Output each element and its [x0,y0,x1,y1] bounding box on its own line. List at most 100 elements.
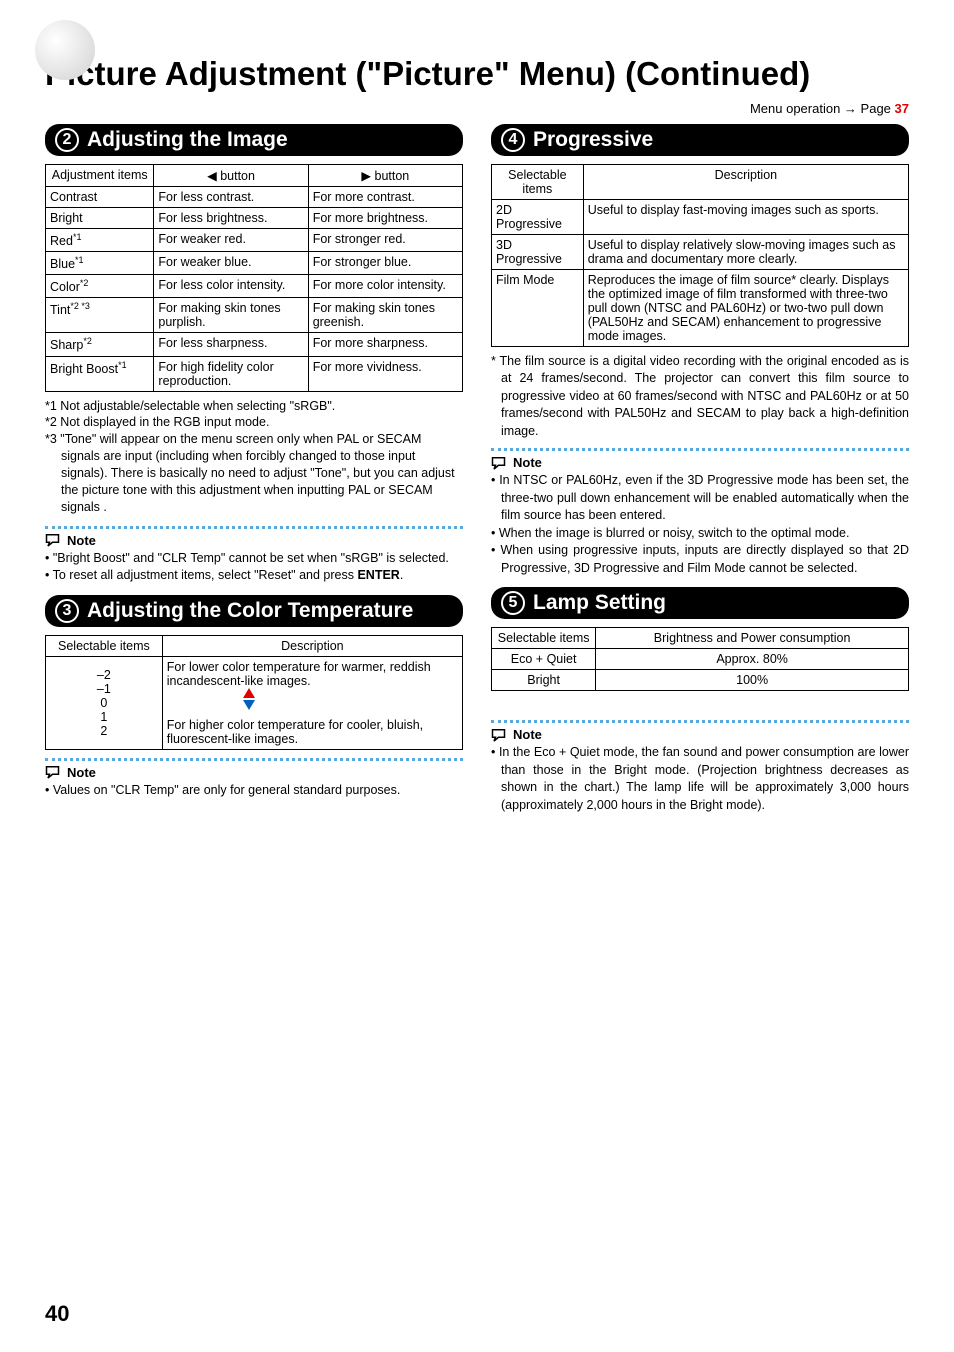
cell: For less color intensity. [154,275,308,298]
col-header: Selectable items [492,628,596,649]
cell: For weaker blue. [154,252,308,275]
cell: 2D Progressive [492,199,584,234]
section-2-notes: "Bright Boost" and "CLR Temp" cannot be … [45,550,463,585]
note-label: Note [67,533,96,548]
section-5-notes: In the Eco + Quiet mode, the fan sound a… [491,744,909,814]
note-label: Note [513,455,542,470]
col-header: Selectable items [492,164,584,199]
page-ref-number: 37 [895,101,909,116]
cell: 100% [596,670,909,691]
menu-op-prefix: Menu operation [750,101,844,116]
col-header: Description [162,635,462,656]
cell: For stronger red. [308,228,462,251]
cell: For making skin tones purplish. [154,298,308,333]
note-icon [45,765,63,779]
section-5-title: Lamp Setting [533,591,666,615]
col-header: ▶ button [308,164,462,186]
note-icon [491,456,509,470]
cell: Eco + Quiet [492,649,596,670]
cell: For weaker red. [154,228,308,251]
cell: For more vividness. [308,356,462,391]
section-number-icon: 4 [501,128,525,152]
note-icon [45,533,63,547]
col-header: Brightness and Power consumption [596,628,909,649]
section-4-title: Progressive [533,128,653,152]
note-item: When using progressive inputs, inputs ar… [491,542,909,577]
section-number-icon: 5 [501,591,525,615]
col-header: ◀ button [154,164,308,186]
col-header: Adjustment items [46,164,154,186]
corner-decoration [35,20,95,80]
cell: For less contrast. [154,186,308,207]
section-2-footnotes: *1 Not adjustable/selectable when select… [45,398,463,516]
section-2-title: Adjusting the Image [87,128,288,152]
cell: Reproduces the image of film source* cle… [583,269,908,346]
note-item: Values on "CLR Temp" are only for genera… [45,782,463,800]
col-header: Selectable items [46,635,163,656]
dotted-separator [45,526,463,529]
dotted-separator [491,720,909,723]
section-number-icon: 3 [55,599,79,623]
temp-values-cell: –2 –1 0 1 2 [46,656,163,749]
cell: For more sharpness. [308,333,462,356]
section-3-header: 3 Adjusting the Color Temperature [45,595,463,627]
adjusting-image-table: Adjustment items ◀ button ▶ button Contr… [45,164,463,392]
cell: For stronger blue. [308,252,462,275]
footnote: *1 Not adjustable/selectable when select… [45,398,463,415]
page-title: Picture Adjustment ("Picture" Menu) (Con… [45,55,909,93]
menu-operation-ref: Menu operation → Page 37 [45,101,909,116]
color-temp-table: Selectable items Description –2 –1 0 1 2… [45,635,463,750]
film-source-footnote: The film source is a digital video recor… [491,353,909,441]
temp-desc-cell: For lower color temperature for warmer, … [162,656,462,749]
cell: Approx. 80% [596,649,909,670]
arrow-right-icon: → [844,101,861,116]
page-number: 40 [45,1301,69,1327]
note-label: Note [513,727,542,742]
lamp-setting-table: Selectable items Brightness and Power co… [491,627,909,691]
cell: Color*2 [46,275,154,298]
triangle-down-icon [243,700,255,710]
cell: Red*1 [46,228,154,251]
cell: Tint*2 *3 [46,298,154,333]
cell: Bright [492,670,596,691]
note-item: In NTSC or PAL60Hz, even if the 3D Progr… [491,472,909,525]
section-3-title: Adjusting the Color Temperature [87,599,413,623]
note-heading: Note [45,765,463,780]
note-heading: Note [45,533,463,548]
note-item: In the Eco + Quiet mode, the fan sound a… [491,744,909,814]
right-column: 4 Progressive Selectable items Descripti… [491,124,909,825]
left-column: 2 Adjusting the Image Adjustment items ◀… [45,124,463,825]
section-3-notes: Values on "CLR Temp" are only for genera… [45,782,463,800]
page-label: Page [861,101,895,116]
cell: Contrast [46,186,154,207]
footnote: *2 Not displayed in the RGB input mode. [45,414,463,431]
temp-desc-bottom: For higher color temperature for cooler,… [167,718,458,746]
cell: Blue*1 [46,252,154,275]
temp-desc-top: For lower color temperature for warmer, … [167,660,458,688]
cell: For high fidelity color reproduction. [154,356,308,391]
cell: For less sharpness. [154,333,308,356]
section-5-header: 5 Lamp Setting [491,587,909,619]
cell: Useful to display relatively slow-moving… [583,234,908,269]
col-header: Description [583,164,908,199]
note-heading: Note [491,455,909,470]
footnote: *3 "Tone" will appear on the menu screen… [45,431,463,515]
dotted-separator [491,448,909,451]
cell: Film Mode [492,269,584,346]
note-item: "Bright Boost" and "CLR Temp" cannot be … [45,550,463,568]
cell: For more contrast. [308,186,462,207]
cell: Bright [46,207,154,228]
dotted-separator [45,758,463,761]
cell: 3D Progressive [492,234,584,269]
cell: Bright Boost*1 [46,356,154,391]
section-number-icon: 2 [55,128,79,152]
cell: For more brightness. [308,207,462,228]
cell: For more color intensity. [308,275,462,298]
cell: Useful to display fast-moving images suc… [583,199,908,234]
note-item: To reset all adjustment items, select "R… [45,567,463,585]
note-item: When the image is blurred or noisy, swit… [491,525,909,543]
cell: For less brightness. [154,207,308,228]
section-4-notes: In NTSC or PAL60Hz, even if the 3D Progr… [491,472,909,577]
note-icon [491,728,509,742]
progressive-table: Selectable items Description 2D Progress… [491,164,909,347]
